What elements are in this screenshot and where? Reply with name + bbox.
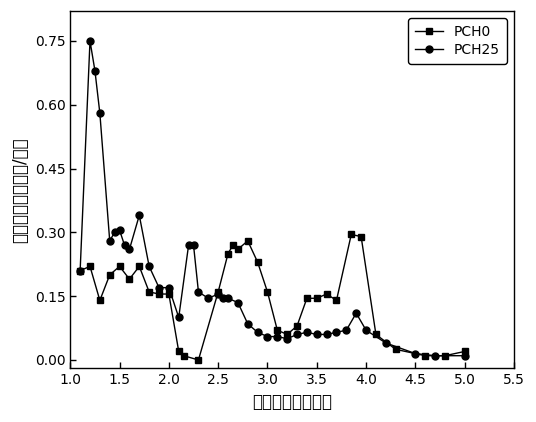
PCH0 — [181, 353, 187, 358]
PCH25 — [205, 296, 212, 301]
PCH25 — [87, 38, 93, 43]
PCH25 — [225, 296, 231, 301]
PCH0 — [373, 332, 379, 337]
PCH0 — [230, 243, 236, 248]
Line: PCH25: PCH25 — [77, 38, 468, 359]
PCH25 — [432, 353, 438, 358]
PCH0 — [323, 292, 330, 297]
PCH25 — [333, 330, 340, 335]
PCH0 — [175, 349, 182, 354]
PCH25 — [294, 332, 300, 337]
PCH0 — [126, 276, 132, 281]
PCH0 — [116, 264, 123, 269]
PCH0 — [264, 289, 271, 295]
PCH25 — [323, 332, 330, 337]
PCH0 — [244, 238, 251, 243]
PCH0 — [215, 289, 221, 295]
PCH25 — [383, 341, 389, 346]
PCH0 — [284, 332, 291, 337]
PCH25 — [92, 68, 98, 73]
PCH25 — [215, 292, 221, 297]
Line: PCH0: PCH0 — [77, 231, 468, 363]
PCH25 — [343, 327, 349, 333]
PCH0 — [461, 349, 468, 354]
PCH25 — [284, 336, 291, 341]
PCH25 — [255, 330, 261, 335]
PCH25 — [304, 330, 310, 335]
PCH25 — [166, 285, 172, 290]
PCH25 — [190, 243, 197, 248]
PCH0 — [304, 296, 310, 301]
PCH0 — [422, 353, 428, 358]
PCH0 — [136, 264, 143, 269]
PCH25 — [220, 296, 226, 301]
PCH25 — [235, 300, 241, 305]
PCH0 — [156, 292, 162, 297]
PCH25 — [111, 230, 118, 235]
PCH0 — [333, 298, 340, 303]
Legend: PCH0, PCH25: PCH0, PCH25 — [408, 18, 507, 64]
PCH0 — [146, 289, 152, 295]
PCH0 — [255, 260, 261, 265]
PCH25 — [274, 334, 280, 339]
PCH25 — [121, 243, 128, 248]
Y-axis label: 孔容积分（立方米/克）: 孔容积分（立方米/克） — [11, 137, 29, 243]
PCH25 — [136, 213, 143, 218]
PCH0 — [77, 268, 84, 273]
X-axis label: 孔径宽度（纳米）: 孔径宽度（纳米） — [252, 393, 332, 411]
PCH25 — [107, 238, 113, 243]
PCH0 — [195, 357, 202, 362]
PCH0 — [96, 298, 103, 303]
PCH25 — [412, 351, 419, 356]
PCH0 — [294, 323, 300, 328]
PCH25 — [156, 285, 162, 290]
PCH0 — [107, 272, 113, 277]
PCH25 — [146, 264, 152, 269]
PCH25 — [116, 228, 123, 233]
PCH0 — [87, 264, 93, 269]
PCH0 — [225, 251, 231, 256]
PCH0 — [348, 232, 354, 237]
PCH0 — [314, 296, 320, 301]
PCH25 — [96, 111, 103, 116]
PCH25 — [314, 332, 320, 337]
PCH25 — [77, 268, 84, 273]
PCH0 — [235, 247, 241, 252]
PCH25 — [195, 289, 202, 295]
PCH25 — [264, 334, 271, 339]
PCH25 — [175, 315, 182, 320]
PCH25 — [353, 311, 360, 316]
PCH25 — [244, 321, 251, 326]
PCH25 — [461, 353, 468, 358]
PCH0 — [392, 347, 399, 352]
PCH0 — [274, 327, 280, 333]
PCH0 — [358, 234, 364, 239]
PCH25 — [185, 243, 192, 248]
PCH0 — [166, 292, 172, 297]
PCH0 — [442, 353, 448, 358]
PCH25 — [126, 247, 132, 252]
PCH25 — [363, 327, 369, 333]
